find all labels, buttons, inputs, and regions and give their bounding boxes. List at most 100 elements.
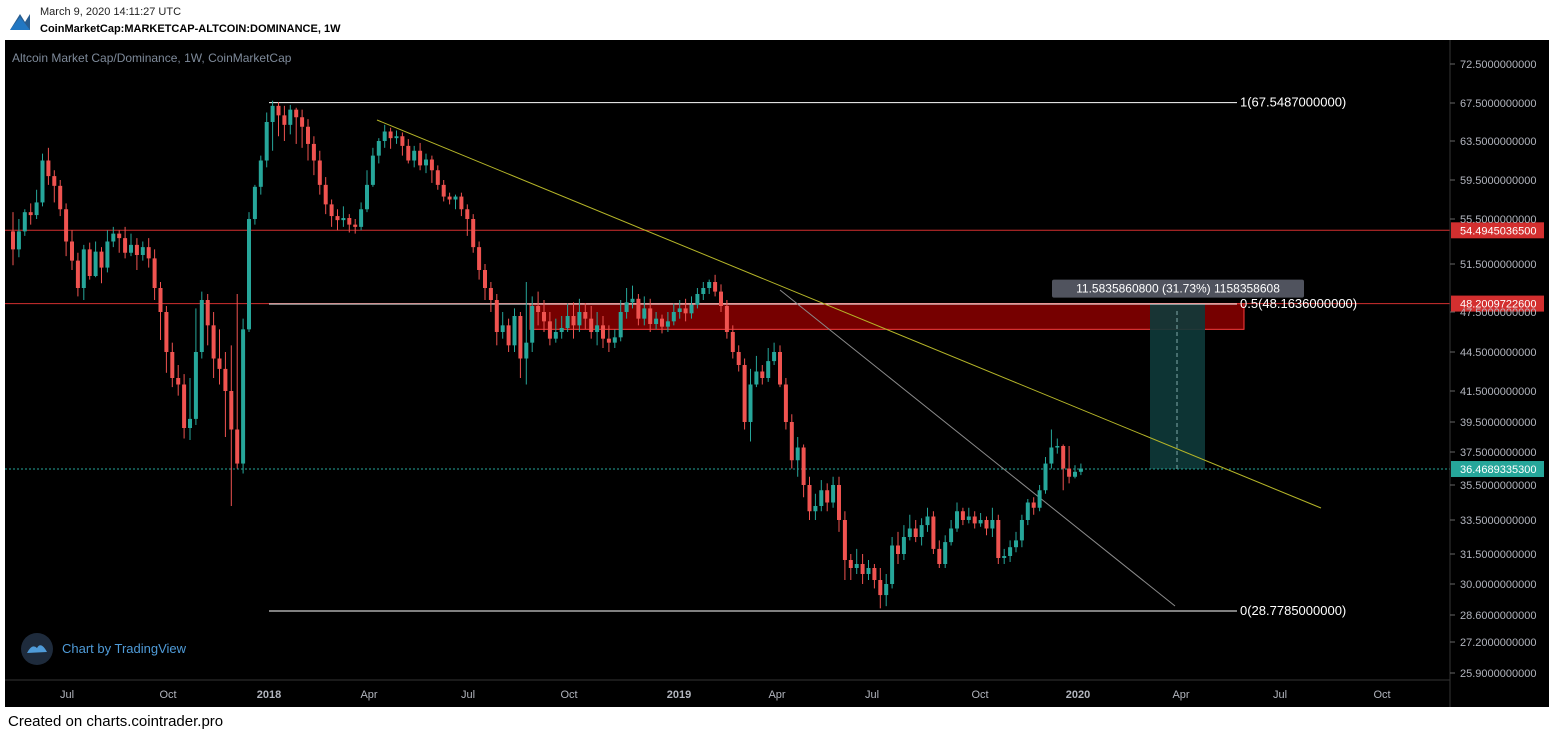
candle[interactable] bbox=[1049, 429, 1054, 469]
candle[interactable] bbox=[70, 230, 74, 270]
candle[interactable] bbox=[58, 180, 63, 217]
candle[interactable] bbox=[258, 155, 263, 195]
candle[interactable] bbox=[276, 102, 281, 137]
candle[interactable] bbox=[996, 514, 1001, 564]
candle[interactable] bbox=[606, 325, 611, 352]
candle[interactable] bbox=[465, 204, 470, 236]
candle[interactable] bbox=[140, 241, 145, 261]
candle[interactable] bbox=[878, 568, 883, 609]
candle[interactable] bbox=[677, 300, 682, 319]
candle[interactable] bbox=[848, 554, 853, 580]
candle[interactable] bbox=[665, 312, 670, 332]
candle[interactable] bbox=[199, 291, 204, 359]
candle[interactable] bbox=[801, 444, 806, 498]
candle[interactable] bbox=[459, 192, 464, 217]
candle[interactable] bbox=[211, 312, 216, 378]
candle[interactable] bbox=[270, 100, 275, 151]
candle[interactable] bbox=[105, 230, 110, 273]
candle[interactable] bbox=[736, 345, 741, 372]
candle[interactable] bbox=[182, 374, 187, 439]
candle[interactable] bbox=[612, 329, 617, 348]
candle[interactable] bbox=[689, 296, 694, 319]
candle[interactable] bbox=[931, 511, 936, 554]
candle[interactable] bbox=[75, 252, 80, 297]
candle[interactable] bbox=[477, 241, 482, 280]
candle[interactable] bbox=[813, 493, 818, 520]
candle[interactable] bbox=[306, 119, 310, 161]
candle[interactable] bbox=[193, 308, 198, 425]
candle[interactable] bbox=[724, 300, 729, 339]
candle[interactable] bbox=[937, 540, 942, 568]
candle[interactable] bbox=[441, 180, 446, 202]
candle[interactable] bbox=[93, 241, 98, 278]
candle[interactable] bbox=[64, 203, 69, 257]
candle[interactable] bbox=[1031, 497, 1036, 515]
candle[interactable] bbox=[329, 199, 334, 227]
candle[interactable] bbox=[435, 165, 440, 190]
candle[interactable] bbox=[671, 303, 676, 326]
watermark-text[interactable]: Chart by TradingView bbox=[62, 641, 187, 656]
candle[interactable] bbox=[288, 104, 293, 135]
candle[interactable] bbox=[943, 535, 948, 568]
candle[interactable] bbox=[294, 107, 299, 144]
candle[interactable] bbox=[795, 437, 800, 477]
candle[interactable] bbox=[447, 192, 452, 205]
candle[interactable] bbox=[1008, 540, 1013, 562]
candle[interactable] bbox=[536, 291, 541, 326]
candle[interactable] bbox=[99, 247, 104, 284]
candle[interactable] bbox=[453, 194, 458, 210]
candle[interactable] bbox=[966, 507, 971, 524]
candle[interactable] bbox=[742, 358, 747, 430]
candle[interactable] bbox=[16, 219, 21, 258]
candle[interactable] bbox=[235, 294, 240, 469]
candle[interactable] bbox=[901, 525, 906, 560]
candle[interactable] bbox=[595, 312, 600, 346]
candle[interactable] bbox=[264, 112, 269, 168]
candle[interactable] bbox=[46, 147, 51, 185]
candle[interactable] bbox=[654, 312, 659, 330]
candle[interactable] bbox=[223, 352, 228, 437]
candle[interactable] bbox=[884, 574, 889, 607]
candle[interactable] bbox=[1067, 446, 1072, 484]
candle[interactable] bbox=[660, 314, 664, 334]
candle[interactable] bbox=[34, 189, 39, 219]
candle[interactable] bbox=[1025, 499, 1030, 526]
candle[interactable] bbox=[571, 302, 576, 339]
candle[interactable] bbox=[547, 312, 552, 346]
candle[interactable] bbox=[842, 511, 847, 580]
candle[interactable] bbox=[1037, 485, 1042, 512]
candle[interactable] bbox=[406, 139, 411, 164]
candle[interactable] bbox=[872, 564, 877, 589]
candle[interactable] bbox=[707, 279, 712, 294]
candle[interactable] bbox=[400, 132, 405, 156]
candle[interactable] bbox=[760, 365, 765, 385]
candle[interactable] bbox=[205, 294, 210, 346]
candle[interactable] bbox=[494, 294, 499, 346]
candle[interactable] bbox=[730, 325, 735, 359]
chart-area[interactable]: Altcoin Market Cap/Dominance, 1W, CoinMa… bbox=[5, 40, 1549, 707]
candle[interactable] bbox=[837, 476, 841, 532]
candle[interactable] bbox=[176, 365, 181, 396]
candle[interactable] bbox=[559, 316, 564, 339]
candle[interactable] bbox=[382, 124, 387, 148]
candle[interactable] bbox=[919, 518, 924, 546]
candle[interactable] bbox=[158, 282, 163, 340]
candle[interactable] bbox=[388, 127, 393, 149]
candle[interactable] bbox=[129, 233, 133, 257]
candle[interactable] bbox=[488, 282, 493, 312]
candle[interactable] bbox=[972, 511, 977, 529]
candle[interactable] bbox=[907, 514, 912, 541]
candle[interactable] bbox=[376, 138, 381, 164]
candle[interactable] bbox=[866, 560, 871, 580]
candle[interactable] bbox=[636, 294, 641, 326]
candle[interactable] bbox=[831, 476, 836, 508]
candle[interactable] bbox=[87, 242, 92, 280]
candle[interactable] bbox=[311, 136, 316, 176]
candle[interactable] bbox=[412, 145, 417, 168]
candle[interactable] bbox=[418, 142, 423, 171]
candle[interactable] bbox=[648, 298, 653, 332]
candle[interactable] bbox=[229, 345, 234, 506]
candle[interactable] bbox=[565, 303, 570, 332]
candle[interactable] bbox=[341, 206, 346, 227]
candle[interactable] bbox=[40, 153, 45, 207]
